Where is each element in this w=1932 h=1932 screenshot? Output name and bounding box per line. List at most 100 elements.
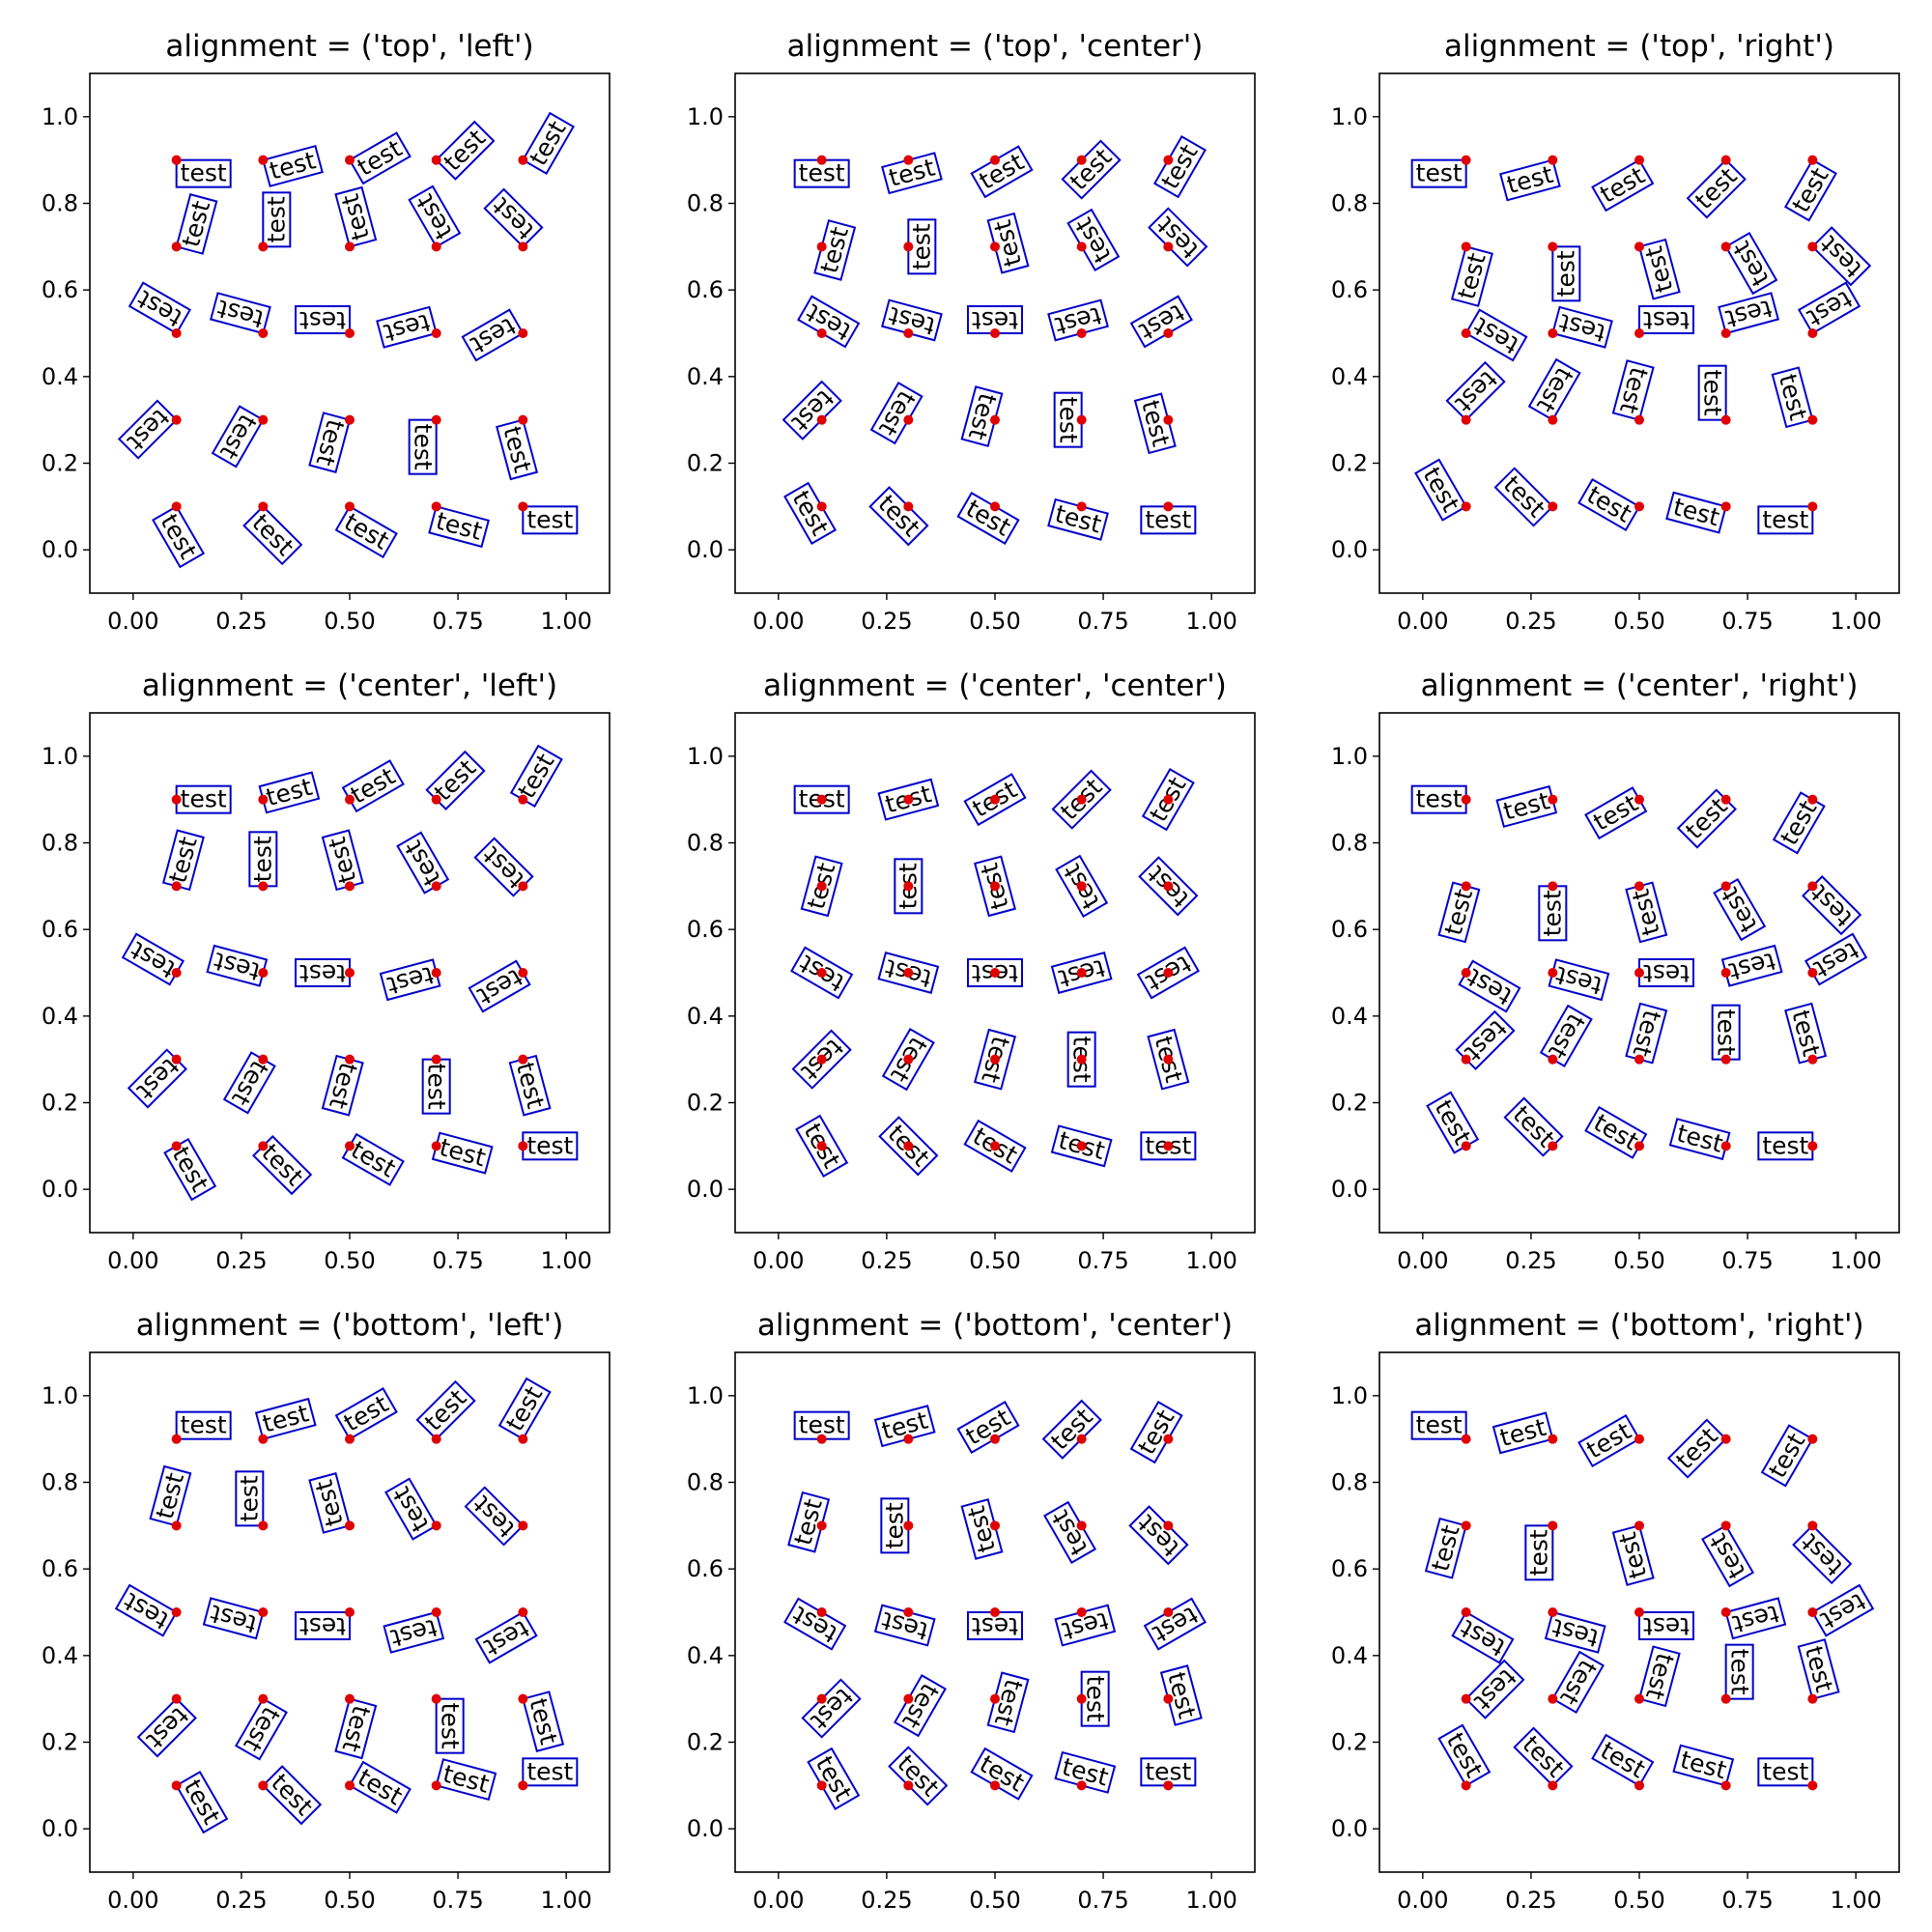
anchor-point	[171, 1607, 182, 1617]
text-label: test	[956, 1401, 1020, 1455]
anchor-point	[1548, 1141, 1558, 1151]
anchor-point	[903, 1141, 914, 1151]
label-text: test	[1643, 959, 1690, 987]
anchor-point	[1548, 1780, 1558, 1791]
anchor-point	[1548, 242, 1558, 252]
anchor-point	[1634, 501, 1644, 512]
label-text: test	[1524, 1529, 1552, 1576]
text-label: test	[1066, 208, 1121, 271]
anchor-point	[1461, 242, 1471, 252]
text-label: test	[1638, 1611, 1694, 1640]
label-bbox	[114, 1583, 179, 1637]
label-bbox	[1792, 1523, 1853, 1585]
anchor-point	[903, 414, 914, 425]
y-tick-label: 0.4	[1331, 1003, 1368, 1030]
text-label: test	[1410, 158, 1467, 188]
label-bbox	[1141, 768, 1195, 832]
label-bbox	[1450, 245, 1493, 307]
anchor-point	[990, 1520, 1000, 1531]
anchor-point	[345, 1141, 355, 1151]
anchor-point	[171, 1693, 182, 1704]
label-bbox	[415, 1379, 476, 1441]
text-label: test	[1527, 357, 1581, 422]
text-label: test	[970, 145, 1034, 199]
text-label: test	[461, 308, 525, 362]
text-label: test	[1760, 1424, 1814, 1488]
text-label: test	[308, 1472, 352, 1534]
anchor-point	[1720, 1693, 1731, 1704]
anchor-point	[345, 1607, 355, 1617]
text-label: test	[522, 1131, 579, 1161]
label-text: test	[526, 505, 573, 533]
label-text: test	[263, 773, 315, 811]
text-label: test	[210, 292, 271, 335]
label-bbox	[1464, 1659, 1525, 1719]
label-bbox	[1464, 308, 1528, 362]
label-bbox	[175, 1410, 232, 1440]
label-text: test	[1640, 1650, 1679, 1702]
label-bbox	[152, 504, 206, 569]
label-bbox	[1050, 952, 1113, 994]
text-label: test	[1711, 1004, 1741, 1061]
anchor-point	[1634, 414, 1644, 425]
label-bbox	[474, 1610, 538, 1664]
label-bbox	[1666, 1418, 1728, 1479]
label-bbox	[428, 505, 490, 549]
anchor-point	[1807, 1141, 1818, 1151]
text-label: test	[1128, 1505, 1189, 1566]
label-text: test	[177, 198, 215, 250]
label-bbox	[1760, 1424, 1814, 1488]
anchor-point	[1720, 1520, 1731, 1531]
label-text: test	[181, 1411, 227, 1439]
label-bbox	[496, 418, 539, 481]
text-label: test	[321, 1054, 364, 1117]
text-label: test	[1771, 366, 1814, 429]
anchor-point	[1163, 1693, 1174, 1704]
text-label: test	[334, 1387, 398, 1441]
y-tick-label: 0.6	[42, 1555, 78, 1582]
text-label: test	[464, 1486, 525, 1547]
x-tick-label: 0.00	[107, 608, 158, 635]
y-tick-label: 0.6	[1331, 1555, 1368, 1582]
subplot-center-left: alignment = ('center', 'left') 0.00 0.25 0.…	[42, 668, 611, 1274]
anchor-point	[1634, 1141, 1644, 1151]
text-label: test	[1450, 245, 1493, 307]
anchor-point	[816, 881, 827, 892]
anchor-point	[903, 1054, 914, 1065]
anchor-point	[1807, 414, 1818, 425]
text-label: test	[1538, 885, 1568, 942]
text-label: test	[348, 131, 412, 185]
text-label: test	[248, 831, 278, 888]
text-label: test	[1426, 1091, 1480, 1154]
y-tick-label: 0.0	[687, 1815, 724, 1842]
anchor-point	[816, 1520, 827, 1531]
x-tick-label: 0.00	[107, 1887, 158, 1914]
text-label: test	[1043, 1500, 1097, 1564]
label-text: test	[323, 834, 361, 886]
label-bbox	[793, 784, 850, 814]
label-bbox	[435, 120, 496, 181]
label-bbox	[1066, 1031, 1096, 1088]
label-text: test	[1416, 785, 1463, 813]
y-tick-label: 0.8	[1331, 1469, 1368, 1496]
subplot-bottom-left: alignment = ('bottom', 'left') 0.00 0.25 0.…	[42, 1308, 611, 1914]
text-label: test	[175, 1410, 232, 1440]
label-text: test	[181, 785, 227, 813]
y-tick-label: 0.6	[687, 1555, 724, 1582]
label-bbox	[1701, 1523, 1755, 1588]
text-label: test	[1701, 1523, 1755, 1588]
label-bbox	[210, 292, 271, 335]
anchor-point	[518, 242, 528, 252]
anchor-point	[518, 1054, 528, 1065]
anchor-point	[903, 1520, 914, 1531]
subplot-title: alignment = ('bottom', 'right')	[1414, 1308, 1863, 1343]
anchor-point	[1076, 881, 1087, 892]
anchor-point	[1720, 155, 1731, 165]
anchor-point	[903, 881, 914, 892]
text-label: test	[295, 1611, 351, 1640]
anchor-point	[903, 501, 914, 512]
anchor-point	[1076, 1693, 1087, 1704]
label-bbox	[1637, 1645, 1681, 1708]
text-label: test	[508, 1054, 552, 1117]
label-bbox	[1783, 158, 1837, 222]
